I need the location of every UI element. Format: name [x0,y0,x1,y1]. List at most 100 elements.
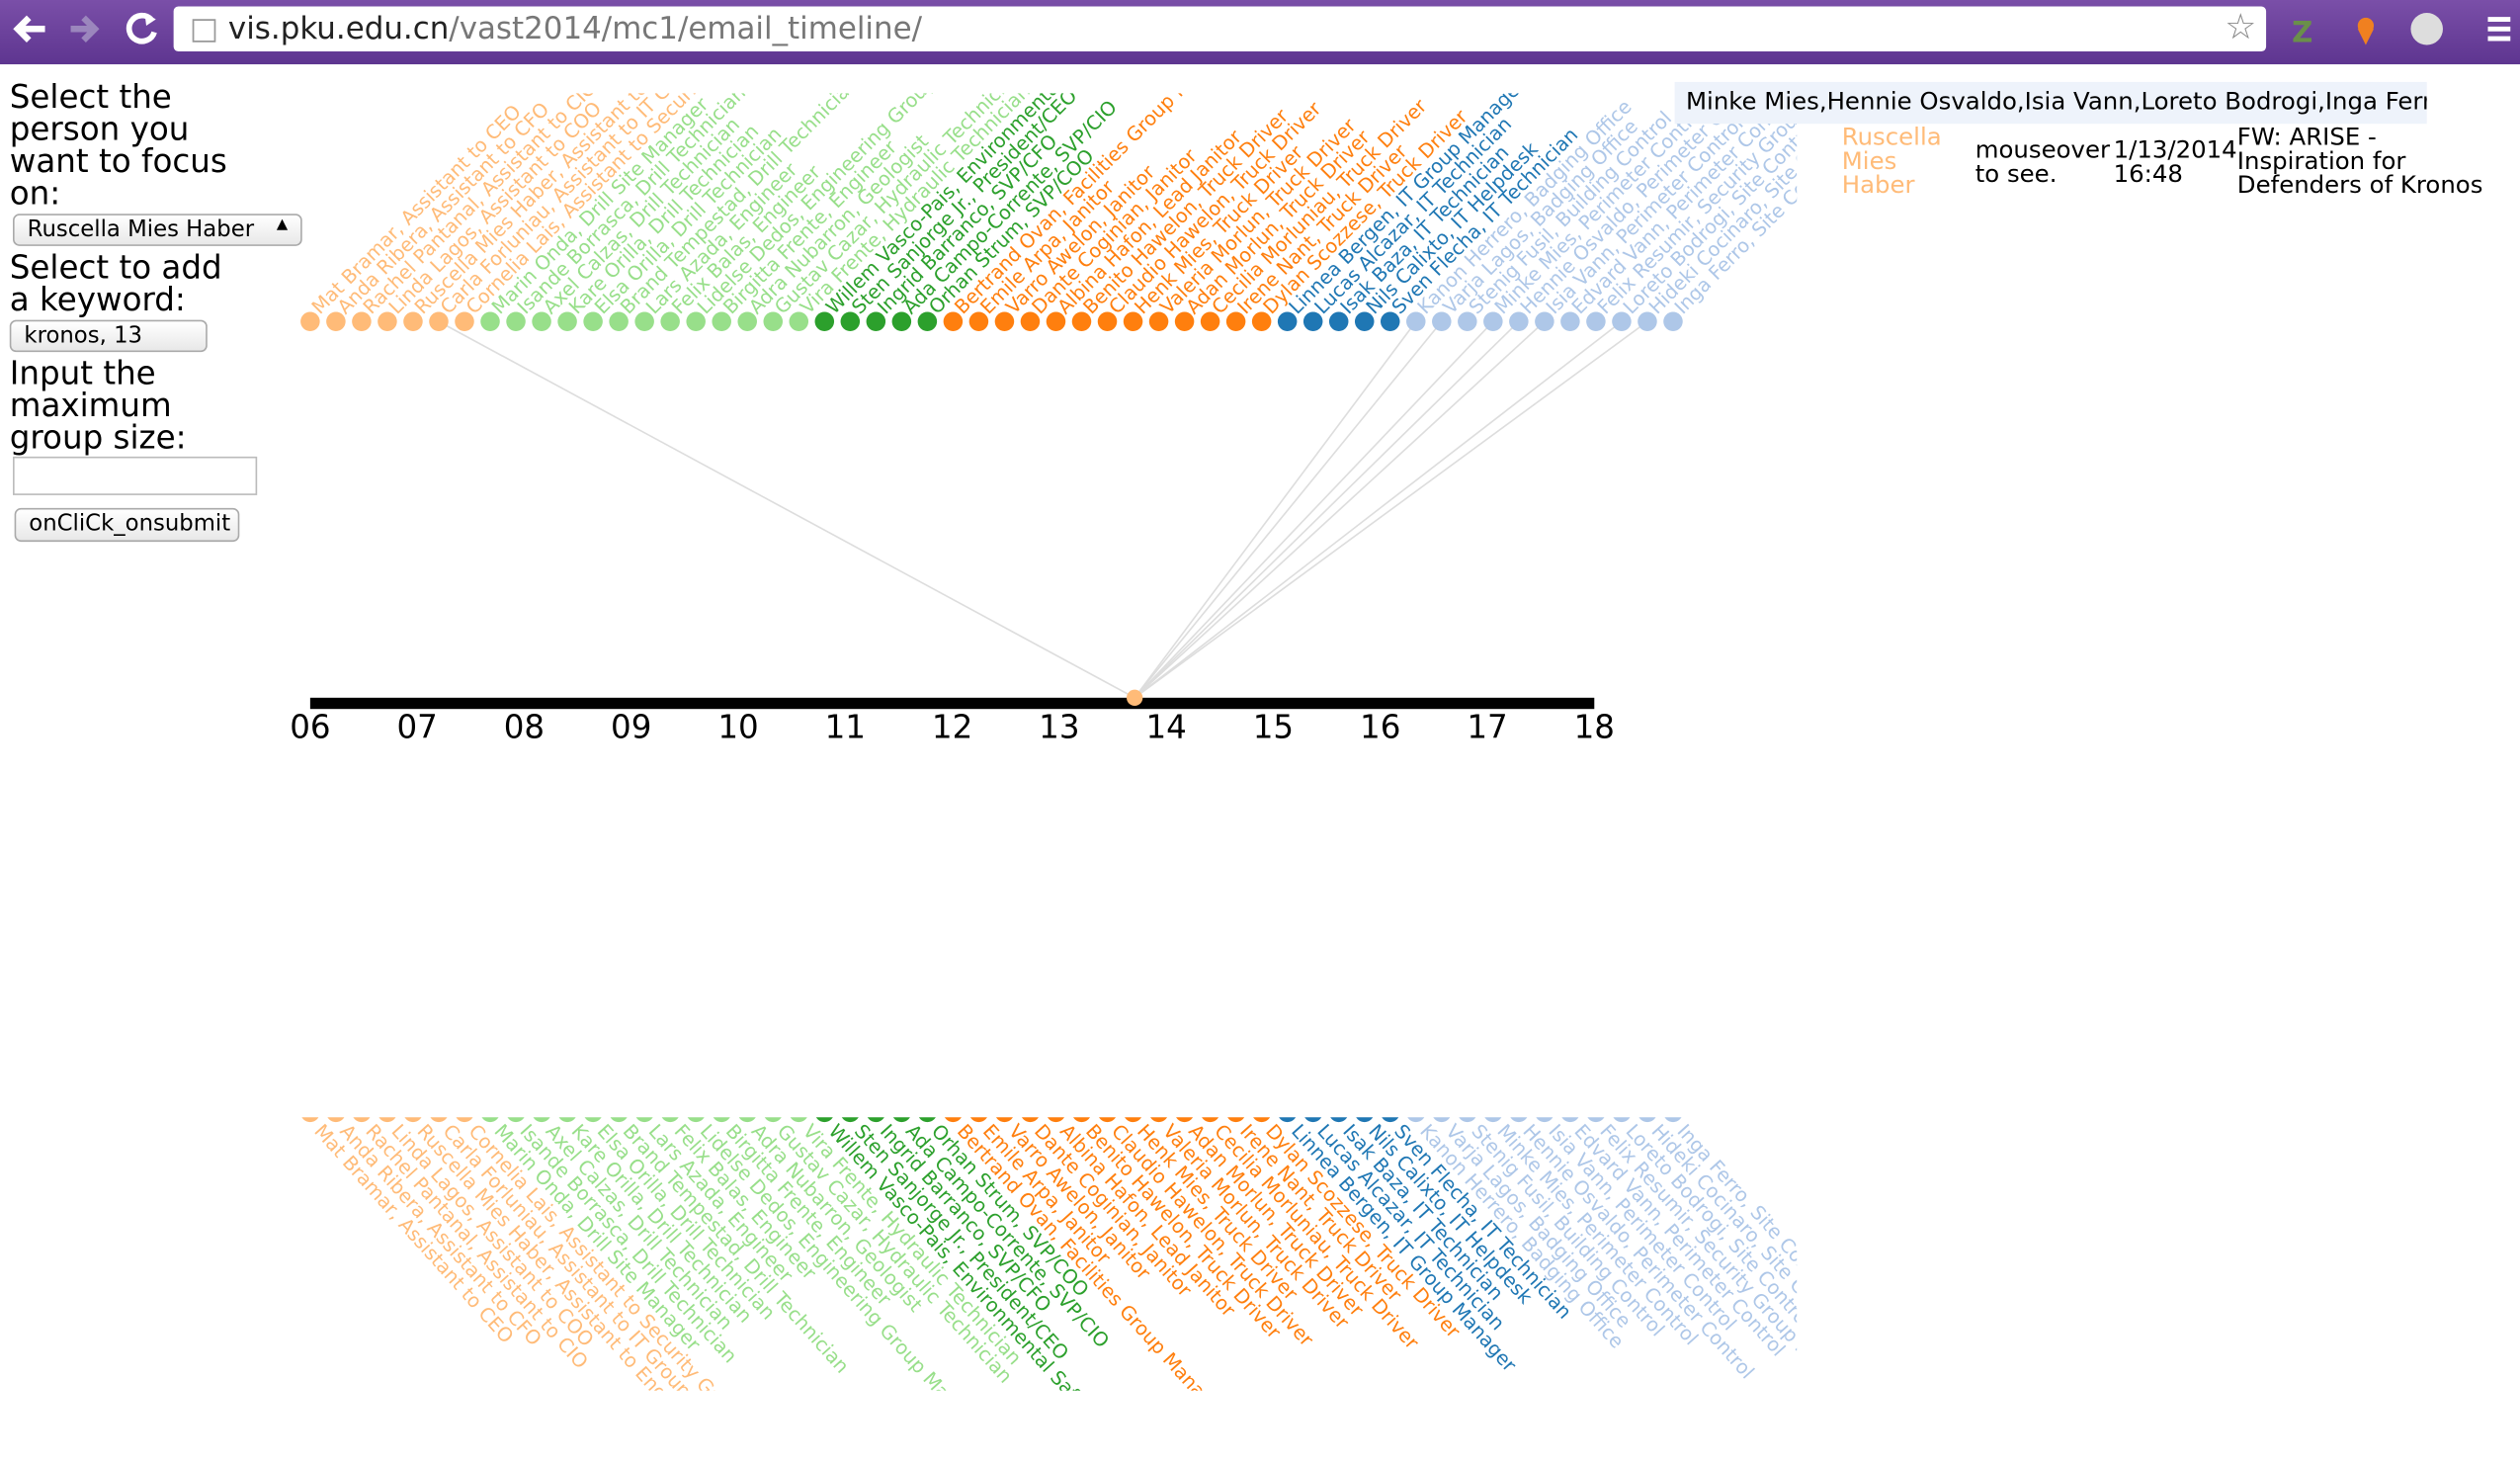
group-size-input[interactable] [13,456,258,495]
person-node[interactable] [660,311,680,332]
person-node[interactable] [1432,1103,1452,1123]
person-node[interactable] [326,311,346,332]
extension-icons[interactable]: Z [2282,10,2520,55]
person-node[interactable] [300,311,320,332]
person-node[interactable] [378,1103,397,1123]
person-node[interactable] [455,1103,474,1123]
person-node[interactable] [1175,1103,1195,1123]
person-node[interactable] [1277,311,1298,332]
person-node[interactable] [1458,1103,1477,1123]
person-node[interactable] [969,1103,989,1123]
person-node[interactable] [737,1103,757,1123]
person-node[interactable] [840,311,861,332]
person-node[interactable] [1381,1103,1400,1123]
person-node[interactable] [1638,1103,1657,1123]
person-node[interactable] [1432,311,1452,332]
person-node[interactable] [712,1103,731,1123]
person-node[interactable] [532,311,551,332]
person-node[interactable] [968,311,989,332]
person-node[interactable] [1124,1103,1143,1123]
submit-button[interactable]: onCliCk_onsubmit [14,507,240,543]
person-select[interactable]: Ruscella Mies Haber ▲ [13,214,302,246]
person-node[interactable] [506,311,526,332]
person-node[interactable] [1071,311,1092,332]
person-node[interactable] [763,311,784,332]
person-node[interactable] [1097,311,1118,332]
person-node[interactable] [480,311,500,332]
person-node[interactable] [1355,1103,1375,1123]
person-node[interactable] [557,1103,577,1123]
email-dot[interactable] [1127,689,1143,706]
person-node[interactable] [660,1103,680,1123]
person-node[interactable] [609,311,629,332]
person-node[interactable] [1406,311,1426,332]
person-node[interactable] [1148,311,1169,332]
person-node[interactable] [1226,1103,1246,1123]
person-node[interactable] [1020,311,1041,332]
person-node[interactable] [557,311,577,332]
person-node[interactable] [1201,1103,1220,1123]
person-node[interactable] [790,1103,809,1123]
person-node[interactable] [1509,311,1529,332]
person-node[interactable] [1303,1103,1323,1123]
person-node[interactable] [737,311,757,332]
person-node[interactable] [686,311,706,332]
person-node[interactable] [1149,1103,1169,1123]
person-node[interactable] [429,311,449,332]
person-node[interactable] [789,311,809,332]
person-node[interactable] [1047,1103,1066,1123]
person-node[interactable] [1354,311,1375,332]
person-node[interactable] [866,311,886,332]
person-node[interactable] [1200,311,1220,332]
person-node[interactable] [867,1103,886,1123]
person-node[interactable] [1535,311,1554,332]
person-node[interactable] [1612,311,1632,332]
person-node[interactable] [917,311,938,332]
person-node[interactable] [1098,1103,1118,1123]
person-node[interactable] [891,311,912,332]
person-node[interactable] [892,1103,912,1123]
person-node[interactable] [1046,311,1066,332]
person-node[interactable] [712,311,731,332]
keyword-select[interactable]: kronos, 13 [9,319,208,353]
person-node[interactable] [763,1103,783,1123]
person-node[interactable] [1329,1103,1349,1123]
person-node[interactable] [378,311,397,332]
person-node[interactable] [1612,1103,1632,1123]
person-node[interactable] [403,311,423,332]
person-node[interactable] [944,1103,964,1123]
person-node[interactable] [429,1103,449,1123]
person-node[interactable] [1021,1103,1041,1123]
person-node[interactable] [1586,1103,1606,1123]
person-node[interactable] [841,1103,861,1123]
person-node[interactable] [814,311,835,332]
person-node[interactable] [1225,311,1246,332]
person-node[interactable] [1509,1103,1529,1123]
person-node[interactable] [1458,311,1477,332]
person-node[interactable] [1174,311,1195,332]
person-node[interactable] [634,1103,654,1123]
person-node[interactable] [1328,311,1349,332]
person-node[interactable] [583,311,603,332]
person-node[interactable] [352,1103,372,1123]
person-node[interactable] [1380,311,1400,332]
person-node[interactable] [1483,1103,1503,1123]
person-node[interactable] [994,311,1015,332]
person-node[interactable] [609,1103,629,1123]
address-bar[interactable]: □ vis.pku.edu.cn/vast2014/mc1/email_time… [173,6,2267,52]
person-node[interactable] [1302,311,1323,332]
person-node[interactable] [1072,1103,1092,1123]
nav-buttons[interactable] [0,0,177,64]
person-node[interactable] [455,311,474,332]
person-node[interactable] [1252,1103,1272,1123]
person-node[interactable] [506,1103,526,1123]
person-node[interactable] [403,1103,423,1123]
person-node[interactable] [326,1103,346,1123]
person-node[interactable] [1663,311,1683,332]
person-node[interactable] [686,1103,706,1123]
person-node[interactable] [480,1103,500,1123]
person-node[interactable] [1586,311,1606,332]
person-node[interactable] [995,1103,1015,1123]
person-node[interactable] [943,311,964,332]
person-node[interactable] [1663,1103,1683,1123]
